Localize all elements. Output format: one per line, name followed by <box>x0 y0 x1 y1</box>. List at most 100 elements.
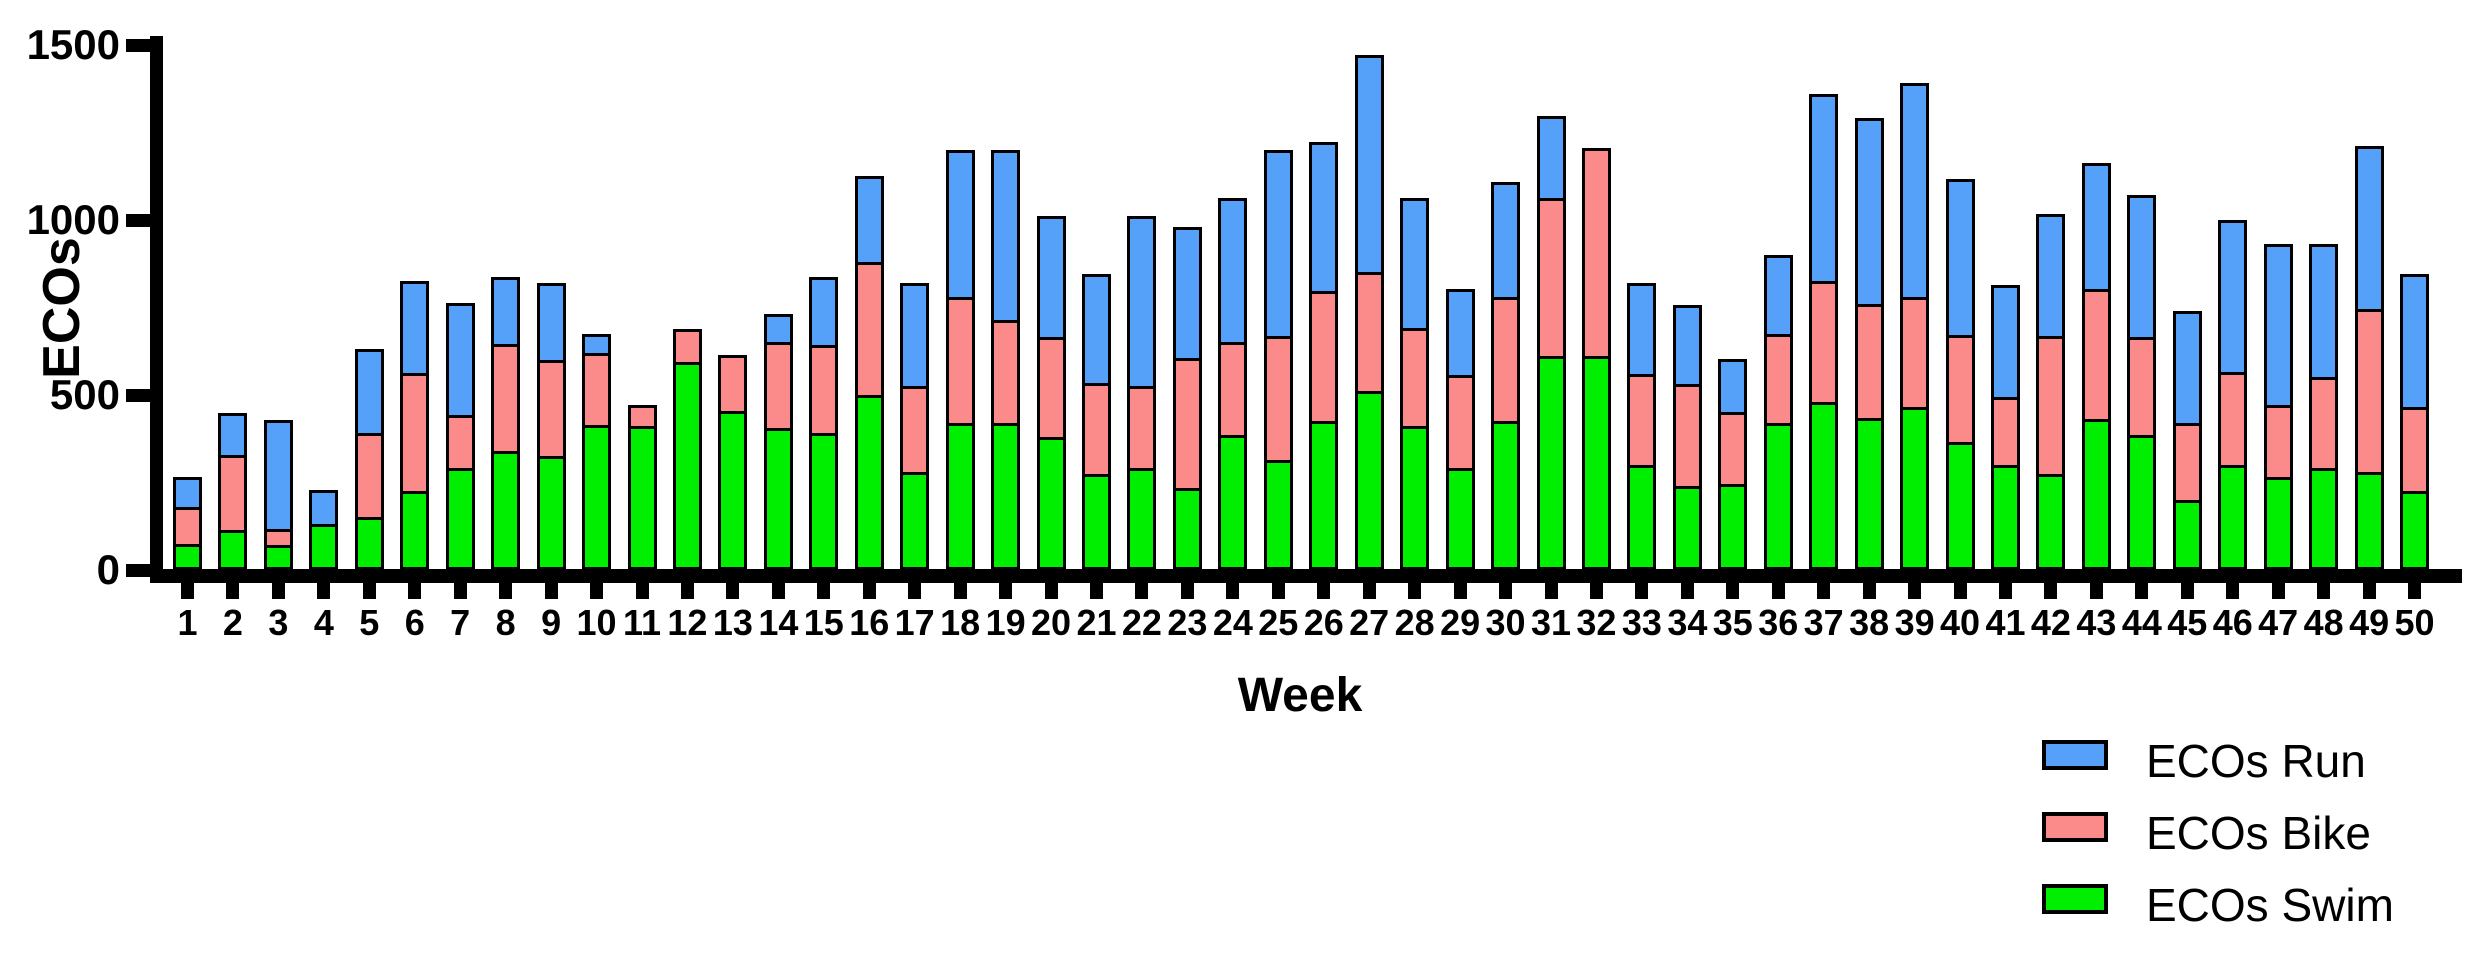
bar-segment-swim-week-31 <box>1536 356 1566 570</box>
bar-segment-swim-week-39 <box>1900 407 1930 570</box>
bar-segment-bike-week-45 <box>2172 423 2202 503</box>
y-tick <box>126 39 150 52</box>
bar-segment-swim-week-27 <box>1354 391 1384 570</box>
bar-segment-swim-week-47 <box>2263 477 2293 570</box>
y-tick <box>126 389 150 402</box>
bar-segment-run-week-42 <box>2036 214 2066 339</box>
bar-segment-swim-week-2 <box>218 530 248 570</box>
bar-segment-run-week-36 <box>1763 255 1793 337</box>
bar-segment-swim-week-17 <box>900 472 930 570</box>
x-tick-label: 27 <box>1349 602 1390 643</box>
x-tick <box>862 583 876 599</box>
x-tick-label: 21 <box>1076 602 1117 643</box>
x-tick-label: 45 <box>2167 602 2208 643</box>
x-tick-label: 11 <box>622 602 662 643</box>
bar-segment-run-week-17 <box>900 283 930 389</box>
bar-segment-swim-week-50 <box>2400 491 2430 570</box>
bar-segment-run-week-14 <box>763 314 793 345</box>
bar-segment-bike-week-9 <box>536 360 566 459</box>
bar-segment-run-week-16 <box>854 176 884 265</box>
x-tick <box>1135 583 1149 599</box>
x-tick-label: 25 <box>1258 602 1299 643</box>
bar-segment-bike-week-2 <box>218 455 248 533</box>
x-tick-label: 5 <box>359 602 380 643</box>
bar-segment-bike-week-39 <box>1900 297 1930 410</box>
bar-segment-swim-week-4 <box>309 524 339 570</box>
x-axis-title: Week <box>1237 669 1363 722</box>
bar-segment-swim-week-15 <box>809 433 839 570</box>
x-tick <box>817 583 831 599</box>
bar-segment-run-week-50 <box>2400 274 2430 410</box>
bar-segment-swim-week-12 <box>672 362 702 570</box>
x-tick <box>1044 583 1058 599</box>
x-tick-label: 29 <box>1440 602 1481 643</box>
x-tick <box>2135 583 2149 599</box>
bar-segment-swim-week-10 <box>582 425 612 570</box>
x-tick-label: 37 <box>1803 602 1844 643</box>
y-tick-label: 1000 <box>26 196 120 243</box>
bar-segment-bike-week-29 <box>1445 375 1475 471</box>
x-tick <box>908 583 922 599</box>
bar-segment-swim-week-19 <box>991 423 1021 570</box>
bar-segment-bike-week-18 <box>945 297 975 426</box>
y-tick-label: 0 <box>96 546 120 593</box>
bar-segment-run-week-26 <box>1309 142 1339 294</box>
bar-segment-run-week-24 <box>1218 198 1248 345</box>
bar-segment-bike-week-16 <box>854 262 884 398</box>
bar-segment-bike-week-22 <box>1127 386 1157 471</box>
bar-segment-bike-week-7 <box>445 415 475 471</box>
bar-segment-run-week-10 <box>582 334 612 356</box>
bar-segment-swim-week-49 <box>2354 472 2384 570</box>
x-tick <box>1226 583 1240 599</box>
bar-segment-swim-week-9 <box>536 456 566 570</box>
bar-segment-swim-week-8 <box>491 451 521 570</box>
x-tick <box>1680 583 1694 599</box>
bar-segment-bike-week-5 <box>354 433 384 520</box>
x-tick-label: 12 <box>667 602 708 643</box>
x-tick <box>226 583 240 599</box>
bar-segment-swim-week-36 <box>1763 423 1793 570</box>
x-tick <box>1817 583 1831 599</box>
x-tick-label: 50 <box>2394 602 2435 643</box>
x-tick-label: 22 <box>1121 602 1162 643</box>
bar-segment-swim-week-26 <box>1309 421 1339 570</box>
bar-segment-swim-week-43 <box>2081 419 2111 570</box>
bar-segment-bike-week-40 <box>1945 335 1975 445</box>
bar-segment-bike-week-23 <box>1172 358 1202 491</box>
bar-segment-swim-week-21 <box>1082 474 1111 570</box>
bar-segment-run-week-33 <box>1627 283 1657 377</box>
x-tick <box>1771 583 1785 599</box>
bar-segment-swim-week-16 <box>854 395 884 570</box>
x-tick <box>1635 583 1649 599</box>
bar-segment-swim-week-35 <box>1718 484 1748 570</box>
bar-segment-swim-week-1 <box>173 544 202 570</box>
bar-segment-swim-week-38 <box>1854 418 1884 570</box>
x-tick-label: 14 <box>758 602 799 643</box>
bar-segment-bike-week-28 <box>1400 328 1430 429</box>
x-tick-label: 38 <box>1849 602 1890 643</box>
bar-segment-swim-week-20 <box>1036 437 1066 570</box>
x-tick-label: 49 <box>2349 602 2390 643</box>
bar-segment-run-week-28 <box>1400 198 1430 331</box>
bar-segment-bike-week-27 <box>1354 272 1384 394</box>
bar-segment-run-week-3 <box>263 420 293 532</box>
x-tick-label: 48 <box>2303 602 2344 643</box>
bar-segment-run-week-46 <box>2218 220 2248 375</box>
x-axis-line <box>150 569 2462 583</box>
x-tick-label: 23 <box>1167 602 1208 643</box>
bar-segment-swim-week-45 <box>2172 500 2202 570</box>
bar-segment-run-week-40 <box>1945 179 1975 338</box>
y-tick-label: 500 <box>49 371 120 418</box>
bar-segment-run-week-39 <box>1900 83 1930 300</box>
bar-segment-bike-week-50 <box>2400 407 2430 494</box>
bar-segment-bike-week-38 <box>1854 304 1884 421</box>
bar-segment-swim-week-23 <box>1172 488 1202 570</box>
bar-segment-run-week-5 <box>354 349 384 436</box>
bar-segment-run-week-4 <box>309 490 339 527</box>
x-tick-label: 46 <box>2212 602 2253 643</box>
x-tick <box>1953 583 1967 599</box>
bar-segment-bike-week-14 <box>763 342 793 431</box>
bar-segment-run-week-21 <box>1082 274 1111 386</box>
bar-segment-swim-week-13 <box>718 411 748 570</box>
bar-segment-run-week-2 <box>218 413 248 458</box>
